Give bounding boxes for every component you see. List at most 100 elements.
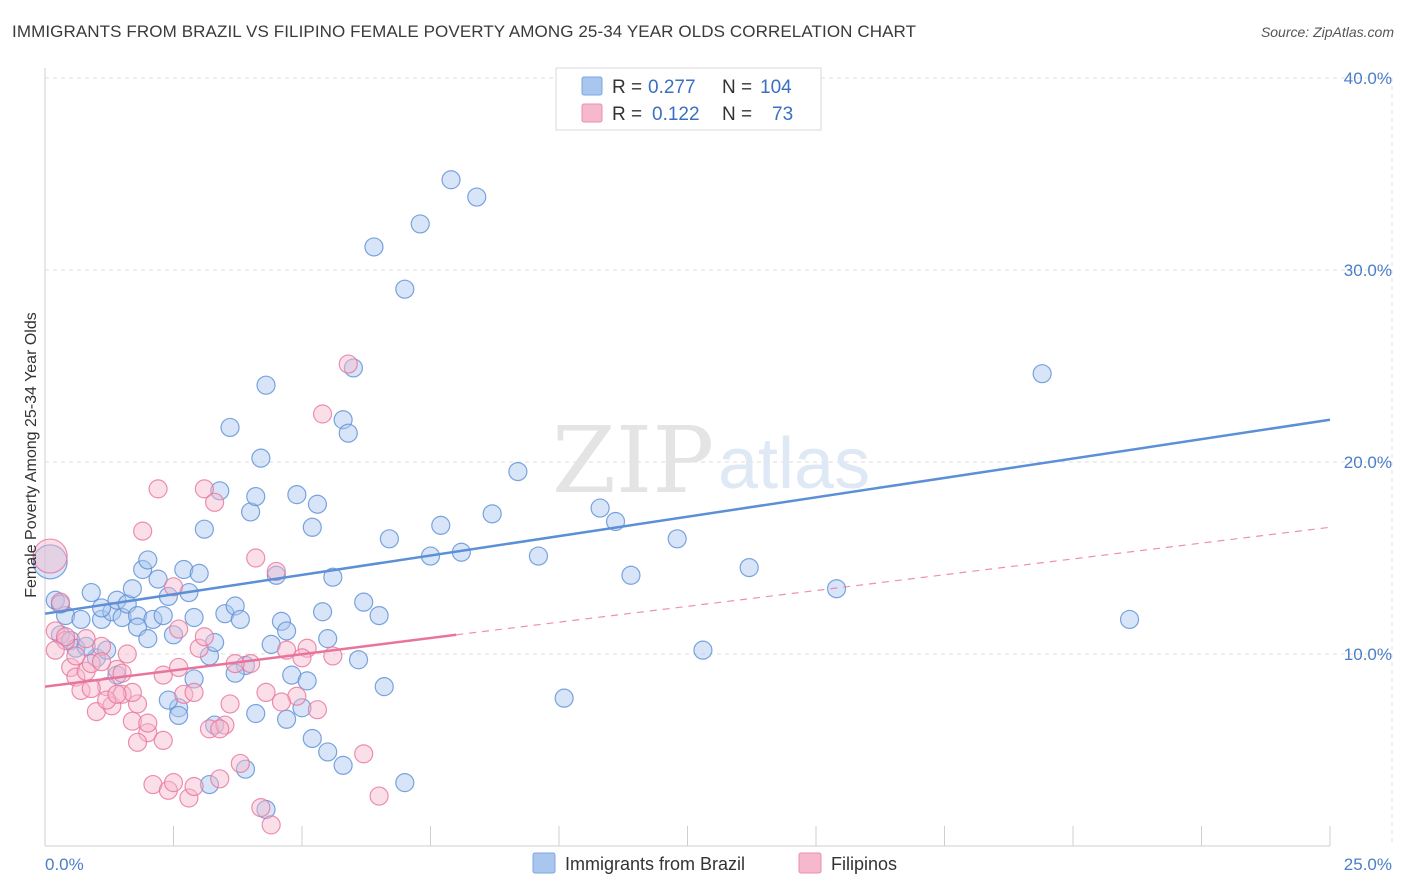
brazil-point-31 <box>205 715 225 735</box>
brazil-point-28 <box>189 563 209 583</box>
filipino-point-67 <box>45 640 65 660</box>
filipino-point-69 <box>91 652 112 672</box>
tick-labels: 10.0% 20.0% 30.0% 40.0% 0.0% 25.0% <box>45 69 1392 874</box>
filipino-point-40 <box>261 815 281 835</box>
filipino-point-34 <box>215 715 235 735</box>
brazil-point-38 <box>241 502 261 522</box>
brazil-point-15 <box>122 579 142 599</box>
filipino-point-29 <box>189 638 209 658</box>
brazil-point-29 <box>194 519 214 539</box>
brazil-point-18 <box>138 550 158 570</box>
filipino-point-49 <box>354 744 374 764</box>
brazil-point-19 <box>143 609 163 630</box>
filipino-point-4 <box>61 657 81 678</box>
brazil-point-51 <box>307 494 328 514</box>
filipino-point-39 <box>256 682 276 703</box>
y-tick-label-2: 30.0% <box>1344 261 1392 280</box>
legend-n-value-filipinos: 73 <box>772 104 793 125</box>
filipino-point-71 <box>127 732 148 752</box>
brazil-point-39 <box>246 486 266 507</box>
data-points <box>32 170 1140 835</box>
brazil-point-60 <box>369 605 389 626</box>
brazil-point-103 <box>348 650 369 670</box>
filipino-point-16 <box>122 711 142 731</box>
brazil-point-50 <box>302 517 322 537</box>
bottom-legend-swatch-brazil <box>532 852 556 874</box>
trend-lines <box>44 418 1331 688</box>
brazil-point-49 <box>297 671 317 691</box>
filipino-point-15 <box>117 644 137 664</box>
bottom-legend-label-brazil: Immigrants from Brazil <box>565 854 745 874</box>
brazil-point-40 <box>251 448 271 468</box>
filipino-point-38 <box>246 548 266 568</box>
brazil-point-92 <box>184 669 204 689</box>
legend-swatch-filipinos <box>581 103 603 123</box>
brazil-point-59 <box>364 237 384 257</box>
brazil-point-56 <box>338 423 358 443</box>
brazil-point-93 <box>225 663 245 683</box>
brazil-point-83 <box>199 774 220 795</box>
brazil-point-86 <box>318 742 338 762</box>
filipino-point-57 <box>138 713 158 733</box>
filipino-point-36 <box>230 753 250 774</box>
brazil-point-82 <box>169 705 189 726</box>
brazil-point-9 <box>91 609 112 630</box>
watermark: ZIP atlas <box>552 407 870 514</box>
filipino-point-10 <box>91 636 112 656</box>
legend-r-value-brazil: 0.277 <box>648 77 696 98</box>
brazil-point-34 <box>220 417 240 438</box>
brazil-point-66 <box>441 170 461 190</box>
brazil-point-95 <box>138 629 158 649</box>
filipino-point-18 <box>133 521 153 541</box>
legend-n-value-brazil: 104 <box>760 77 792 98</box>
filipino-point-30 <box>194 479 214 499</box>
legend-r-label-filipinos: R = <box>612 104 642 125</box>
y-tick-label-1: 20.0% <box>1344 453 1392 472</box>
brazil-point-68 <box>467 187 487 207</box>
brazil-point-16 <box>127 605 148 626</box>
brazil-point-71 <box>528 546 549 566</box>
brazil-point-80 <box>1032 364 1052 384</box>
brazil-trend-line <box>44 418 1331 615</box>
brazil-point-41 <box>256 375 276 395</box>
filipino-point-32 <box>205 492 225 512</box>
watermark-zip: ZIP <box>552 407 714 514</box>
filipino-point-27 <box>179 788 199 808</box>
filipino-point-1 <box>45 621 65 641</box>
brazil-point-53 <box>318 629 338 649</box>
brazil-point-81 <box>1119 609 1140 630</box>
brazil-point-23 <box>163 625 184 645</box>
brazil-point-72 <box>554 688 574 708</box>
brazil-point-102 <box>91 598 112 618</box>
filipino-point-54 <box>97 690 117 710</box>
filipino-point-62 <box>210 719 230 739</box>
filipino-point-2 <box>50 592 71 612</box>
filipino-point-68 <box>76 629 96 649</box>
brazil-point-48 <box>292 698 312 718</box>
brazil-point-77 <box>693 640 713 660</box>
legend-n-label-brazil: N = <box>722 77 752 98</box>
filipino-point-33 <box>210 769 230 789</box>
brazil-point-58 <box>354 592 374 612</box>
brazil-point-20 <box>148 569 168 589</box>
chart-title: IMMIGRANTS FROM BRAZIL VS FILIPINO FEMAL… <box>12 22 917 41</box>
filipino-point-45 <box>307 700 328 720</box>
filipino-point-55 <box>112 663 132 683</box>
filipino-point-59 <box>169 657 189 678</box>
brazil-point-47 <box>287 485 307 505</box>
brazil-point-6 <box>71 609 91 630</box>
brazil-point-70 <box>508 462 528 482</box>
filipino-point-51 <box>55 627 76 647</box>
brazil-point-75 <box>621 565 641 585</box>
watermark-atlas: atlas <box>718 424 870 504</box>
legend-n-label-filipinos: N = <box>722 104 752 125</box>
filipino-point-70 <box>107 684 127 704</box>
filipino-point-65 <box>271 692 292 712</box>
filipino-point-31 <box>199 719 220 739</box>
filipino-point-72 <box>163 773 184 793</box>
y-tick-label-3: 40.0% <box>1344 69 1392 88</box>
brazil-point-63 <box>410 214 430 234</box>
brazil-point-54 <box>323 567 343 587</box>
filipino-point-24 <box>163 577 184 597</box>
